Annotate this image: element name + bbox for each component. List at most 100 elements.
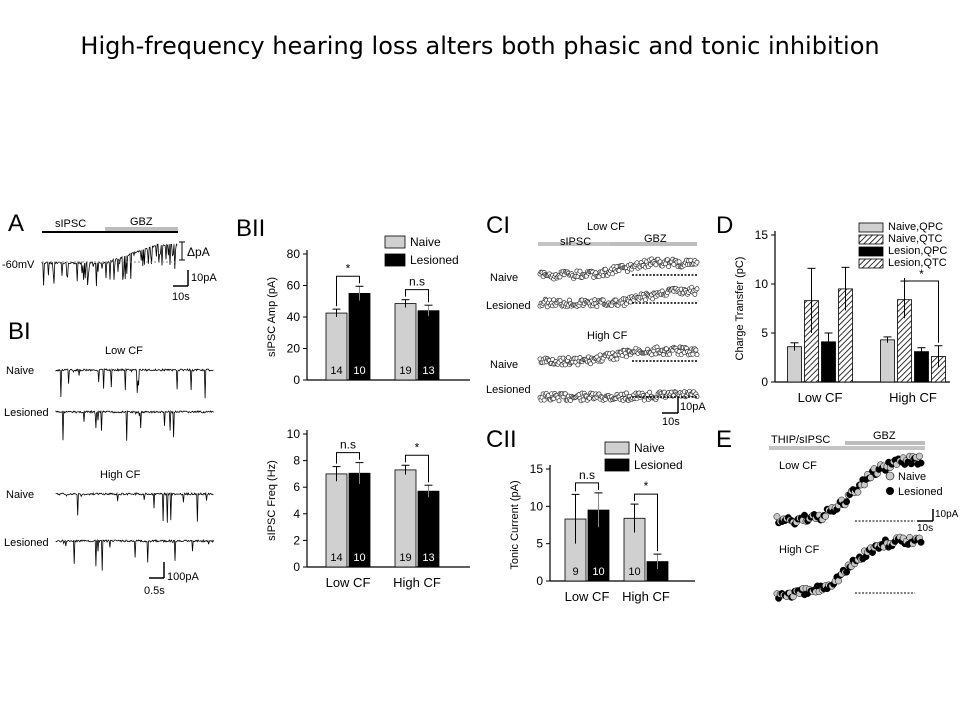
ci-sipsc: sIPSC — [560, 236, 591, 248]
panel-e-traces: THIP/sIPSC GBZ Low CF High CF Naive Lesi… — [769, 430, 959, 602]
ci-lesioned-2: Lesioned — [486, 384, 531, 396]
n-label: 10 — [353, 552, 365, 564]
bar-lesion-qpc-1 — [914, 351, 929, 383]
legend-label: Naive,QTC — [888, 233, 942, 245]
ci-point — [676, 259, 682, 265]
ci-point — [616, 268, 622, 273]
legend-label: Lesion,QPC — [888, 245, 947, 257]
chart-sipsc-amp: 0 20 40 60 80 sIPSC Amp (pA) 14 10 * 19 13 n.s Naive… — [266, 235, 470, 387]
ci-point — [588, 361, 594, 367]
bi-lesioned-2: Lesioned — [4, 537, 49, 549]
legend-swatch — [604, 441, 630, 455]
ci-point — [580, 397, 586, 403]
ci-point — [562, 391, 568, 397]
legend-swatch — [384, 253, 406, 267]
scale-y-label: 10pA — [191, 272, 217, 284]
ci-point — [565, 355, 571, 361]
panel-label-bii: BII — [236, 215, 266, 242]
e-legend-lesioned-marker — [886, 487, 894, 495]
y-tick-label: 10 — [287, 427, 301, 441]
panel-bi-traces: Low CF Naive Lesioned High CF Naive Lesi… — [4, 345, 214, 597]
y-tick-label: 40 — [287, 310, 301, 324]
ci-point — [557, 274, 563, 280]
y-tick-label: 10 — [530, 499, 544, 513]
n-label: 10 — [628, 566, 640, 578]
legend-swatch — [858, 246, 884, 257]
ci-point — [614, 356, 620, 362]
e-high-cf: High CF — [779, 544, 820, 556]
ci-point — [623, 354, 629, 360]
e-point-lesioned — [917, 459, 925, 467]
y-tick-label: 0 — [761, 375, 768, 389]
y-tick-label: 8 — [293, 454, 300, 468]
bi-naive-1: Naive — [6, 365, 34, 377]
legend-swatch — [858, 258, 884, 269]
n-label: 10 — [592, 566, 604, 578]
ci-low-lesioned-points — [537, 284, 700, 310]
y-tick-label: 0 — [536, 574, 543, 588]
y-tick-label: 0 — [293, 373, 300, 387]
ci-point — [694, 259, 700, 265]
legend-swatch — [604, 458, 630, 472]
ci-gbz: GBZ — [644, 233, 667, 245]
ci-point — [594, 304, 600, 310]
legend-label: Naive — [634, 441, 665, 455]
chart-tonic-current: 0 5 10 15 Tonic Current (pA) 9 10 n.s Low CF 10 * H… — [509, 441, 695, 604]
ci-point — [690, 351, 696, 357]
significance-label: n.s — [579, 468, 595, 482]
bi-low-cf: Low CF — [105, 345, 143, 357]
delta-label: ΔpA — [187, 245, 210, 259]
y-tick-label: 20 — [287, 342, 301, 356]
significance-label: n.s — [409, 275, 425, 289]
y-axis-title: sIPSC Amp (pA) — [266, 277, 278, 357]
y-tick-label: 15 — [530, 462, 544, 476]
significance-label: * — [346, 261, 351, 275]
trace-high-naive — [55, 491, 214, 523]
ci-point — [647, 389, 653, 395]
slide-title: High-frequency hearing loss alters both … — [80, 32, 880, 60]
ci-point — [653, 262, 659, 268]
y-axis-title: Charge Transfer (pC) — [734, 257, 746, 361]
panel-label-a: A — [8, 210, 25, 237]
ci-scale-x: 10s — [662, 416, 680, 428]
y-tick-label: 60 — [287, 279, 301, 293]
chart-sipsc-freq: 0 2 4 6 8 10 sIPSC Freq (Hz) 14 10 n.s Low CF 19 13 *… — [266, 427, 470, 590]
ci-point — [541, 397, 547, 403]
panel-label-cii: CII — [486, 426, 517, 453]
vhold-label: -60mV — [2, 259, 35, 271]
legend-swatch — [384, 235, 406, 249]
y-tick-label: 5 — [761, 326, 768, 340]
ci-low-naive-points — [537, 256, 700, 282]
e-legend-lesioned: Lesioned — [898, 486, 943, 498]
panel-ci-traces: Low CF sIPSC GBZ Naive Lesioned High CF … — [486, 221, 706, 428]
n-label: 13 — [422, 365, 434, 377]
legend-label: Naive — [410, 235, 441, 249]
legend-label: Lesion,QTC — [888, 257, 947, 269]
n-label: 14 — [330, 552, 342, 564]
ci-point — [557, 298, 563, 304]
bar-naive-qpc-0 — [787, 346, 802, 383]
ci-point — [575, 362, 581, 368]
gbz-label: GBZ — [130, 216, 153, 228]
n-label: 9 — [572, 566, 578, 578]
bar-naive-qpc-1 — [880, 339, 895, 383]
significance-bracket — [336, 452, 360, 464]
x-category-label: Low CF — [565, 589, 610, 604]
ci-point — [660, 352, 666, 358]
y-tick-label: 4 — [293, 507, 300, 521]
e-point-lesioned — [843, 568, 851, 576]
ci-point — [642, 297, 648, 303]
bi-naive-2: Naive — [6, 489, 34, 501]
e-legend-naive: Naive — [898, 471, 926, 483]
ci-high-cf: High CF — [587, 330, 628, 342]
n-label: 14 — [330, 365, 342, 377]
significance-bracket — [336, 275, 360, 307]
panel-label-e: E — [716, 426, 733, 453]
ci-point — [649, 352, 655, 358]
y-tick-label: 2 — [293, 533, 300, 547]
e-legend-naive-marker — [885, 471, 895, 481]
n-label: 19 — [399, 552, 411, 564]
panel-a-trace: sIPSC GBZ -60mV ΔpA 10pA 10s — [2, 216, 217, 303]
e-scale-x: 10s — [917, 523, 933, 534]
ci-scale-y: 10pA — [680, 401, 706, 413]
